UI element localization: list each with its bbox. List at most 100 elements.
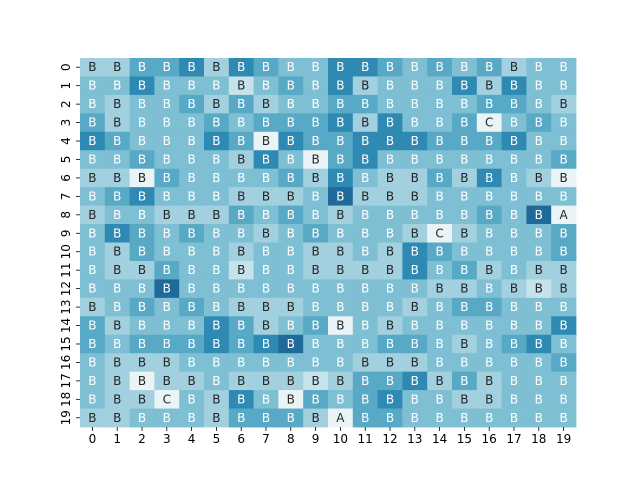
cell-label: B bbox=[287, 282, 295, 296]
heatmap-cell bbox=[352, 205, 378, 225]
cell-label: B bbox=[535, 171, 543, 185]
heatmap-cell bbox=[303, 316, 329, 336]
heatmap-cell bbox=[129, 113, 155, 133]
heatmap-cell bbox=[80, 260, 106, 280]
cell-label: B bbox=[113, 189, 121, 203]
cell-label: B bbox=[113, 300, 121, 314]
heatmap-cell bbox=[179, 334, 205, 354]
heatmap-cell bbox=[427, 353, 453, 373]
cell-label: B bbox=[113, 337, 121, 351]
heatmap-cell bbox=[179, 187, 205, 206]
heatmap-cell bbox=[526, 408, 552, 428]
y-tick-label: 3 bbox=[59, 119, 73, 127]
heatmap-cell bbox=[104, 390, 130, 409]
heatmap-cell bbox=[501, 113, 527, 133]
heatmap-cell bbox=[179, 390, 205, 409]
heatmap-cell bbox=[402, 76, 428, 96]
cell-label: B bbox=[535, 97, 543, 111]
heatmap-cell bbox=[352, 76, 378, 96]
cell-label: B bbox=[361, 60, 369, 74]
cell-label: B bbox=[510, 116, 518, 130]
cell-label: B bbox=[163, 226, 171, 240]
heatmap-cell bbox=[80, 205, 106, 225]
cell-label: B bbox=[460, 116, 468, 130]
heatmap-cell bbox=[452, 224, 478, 243]
heatmap-cell bbox=[204, 279, 230, 299]
cell-label: B bbox=[88, 337, 96, 351]
cell-label: B bbox=[510, 60, 518, 74]
heatmap-cell bbox=[377, 76, 403, 96]
heatmap-cell bbox=[278, 131, 304, 151]
x-tick-label: 18 bbox=[531, 432, 546, 446]
y-tick-label: 14 bbox=[59, 318, 73, 333]
heatmap-cell bbox=[501, 205, 527, 225]
heatmap-cell bbox=[452, 113, 478, 133]
heatmap-cell bbox=[228, 131, 254, 151]
cell-label: B bbox=[460, 319, 468, 333]
heatmap-cell bbox=[377, 353, 403, 373]
heatmap-cell bbox=[104, 76, 130, 96]
cell-label: B bbox=[287, 208, 295, 222]
cell-label: B bbox=[187, 337, 195, 351]
cell-label: B bbox=[287, 226, 295, 240]
heatmap-cell bbox=[278, 168, 304, 188]
cell-label: B bbox=[237, 97, 245, 111]
heatmap-cell bbox=[452, 205, 478, 225]
cell-label: B bbox=[510, 79, 518, 93]
heatmap-cell bbox=[551, 131, 577, 151]
heatmap-cell bbox=[204, 113, 230, 133]
heatmap-cell bbox=[253, 279, 279, 299]
cell-label: B bbox=[212, 337, 220, 351]
cell-label: B bbox=[262, 116, 270, 130]
y-tick-label: 19 bbox=[59, 410, 73, 425]
heatmap-cell bbox=[352, 297, 378, 317]
cell-label: B bbox=[113, 392, 121, 406]
cell-label: B bbox=[163, 208, 171, 222]
heatmap-cell bbox=[476, 76, 502, 96]
heatmap-cell bbox=[154, 94, 180, 114]
cell-label: B bbox=[88, 79, 96, 93]
cell-label: B bbox=[485, 282, 493, 296]
cell-label: B bbox=[510, 245, 518, 259]
cell-label: B bbox=[262, 374, 270, 388]
cell-label: B bbox=[287, 79, 295, 93]
cell-label: B bbox=[361, 79, 369, 93]
cell-label: B bbox=[311, 337, 319, 351]
y-tick-label: 6 bbox=[59, 174, 73, 182]
cell-label: B bbox=[460, 392, 468, 406]
cell-label: B bbox=[411, 337, 419, 351]
cell-label: B bbox=[361, 226, 369, 240]
heatmap-cell bbox=[501, 131, 527, 151]
heatmap-cell bbox=[104, 279, 130, 299]
cell-label: B bbox=[237, 282, 245, 296]
heatmap-cell bbox=[204, 58, 230, 77]
heatmap-cell bbox=[427, 297, 453, 317]
heatmap-cell bbox=[80, 187, 106, 206]
cell-label: B bbox=[435, 355, 443, 369]
cell-label: B bbox=[361, 282, 369, 296]
heatmap-cell bbox=[402, 242, 428, 262]
heatmap-cell bbox=[154, 297, 180, 317]
cell-label: B bbox=[88, 263, 96, 277]
heatmap-cell bbox=[427, 242, 453, 262]
cell-label: B bbox=[287, 60, 295, 74]
cell-label: B bbox=[138, 300, 146, 314]
cell-label: B bbox=[435, 411, 443, 425]
cell-label: B bbox=[336, 134, 344, 148]
heatmap-cell bbox=[427, 334, 453, 354]
y-tick-label: 16 bbox=[59, 355, 73, 370]
heatmap-cell bbox=[427, 58, 453, 77]
cell-label: B bbox=[138, 171, 146, 185]
cell-label: B bbox=[287, 263, 295, 277]
cell-label: B bbox=[411, 134, 419, 148]
cell-label: B bbox=[535, 282, 543, 296]
cell-label: B bbox=[485, 411, 493, 425]
cell-label: B bbox=[212, 152, 220, 166]
cell-label: B bbox=[460, 134, 468, 148]
cell-label: B bbox=[88, 374, 96, 388]
heatmap-cell bbox=[551, 150, 577, 170]
heatmap-cell bbox=[154, 334, 180, 354]
heatmap-cell bbox=[228, 76, 254, 96]
heatmap-cell bbox=[526, 224, 552, 243]
heatmap-cell bbox=[551, 260, 577, 280]
